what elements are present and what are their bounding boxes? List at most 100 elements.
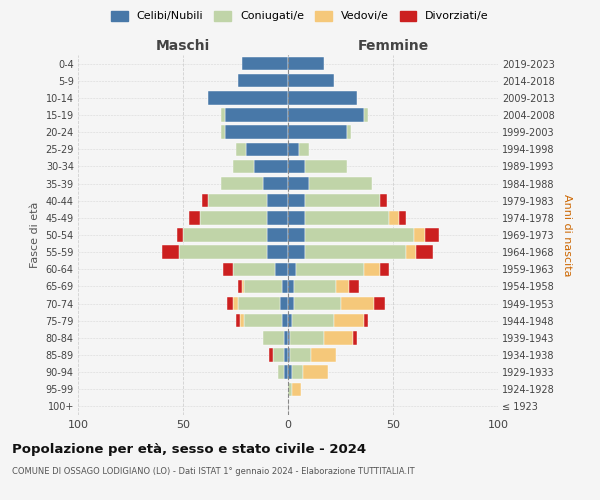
Bar xyxy=(288,314,292,328)
Bar xyxy=(288,142,299,156)
Bar xyxy=(400,211,406,224)
Bar xyxy=(267,194,288,207)
Bar xyxy=(282,280,288,293)
Bar xyxy=(324,331,353,344)
Bar xyxy=(242,280,244,293)
Bar xyxy=(353,331,358,344)
Bar xyxy=(414,228,425,241)
Bar xyxy=(380,262,389,276)
Bar xyxy=(380,194,387,207)
Bar xyxy=(284,348,288,362)
Bar xyxy=(254,160,288,173)
Bar xyxy=(176,228,183,241)
Bar xyxy=(221,108,225,122)
Bar xyxy=(288,126,347,139)
Text: Popolazione per età, sesso e stato civile - 2024: Popolazione per età, sesso e stato civil… xyxy=(12,442,366,456)
Bar xyxy=(334,314,364,328)
Bar xyxy=(225,108,288,122)
Text: COMUNE DI OSSAGO LODIGIANO (LO) - Dati ISTAT 1° gennaio 2024 - Elaborazione TUTT: COMUNE DI OSSAGO LODIGIANO (LO) - Dati I… xyxy=(12,468,415,476)
Bar xyxy=(282,314,288,328)
Bar xyxy=(349,280,359,293)
Bar xyxy=(267,246,288,259)
Bar xyxy=(296,262,364,276)
Bar xyxy=(364,314,368,328)
Bar xyxy=(288,366,292,379)
Bar xyxy=(374,297,385,310)
Bar xyxy=(288,211,305,224)
Bar xyxy=(337,280,349,293)
Bar xyxy=(305,211,389,224)
Bar xyxy=(290,348,311,362)
Bar xyxy=(305,228,414,241)
Bar xyxy=(311,348,337,362)
Bar xyxy=(233,297,238,310)
Bar xyxy=(233,262,275,276)
Bar xyxy=(341,297,374,310)
Bar xyxy=(288,280,295,293)
Bar xyxy=(233,160,254,173)
Bar xyxy=(288,262,296,276)
Bar xyxy=(309,177,372,190)
Bar xyxy=(292,314,334,328)
Bar xyxy=(288,297,295,310)
Bar xyxy=(221,177,263,190)
Bar xyxy=(277,366,284,379)
Bar xyxy=(244,280,282,293)
Bar xyxy=(290,331,324,344)
Bar xyxy=(364,108,368,122)
Bar xyxy=(200,211,267,224)
Text: Maschi: Maschi xyxy=(156,40,210,54)
Bar xyxy=(305,160,347,173)
Bar xyxy=(202,194,208,207)
Bar xyxy=(183,228,267,241)
Bar xyxy=(238,280,242,293)
Bar xyxy=(406,246,416,259)
Bar xyxy=(288,160,305,173)
Bar xyxy=(288,57,324,70)
Bar xyxy=(244,314,282,328)
Bar xyxy=(280,297,288,310)
Bar xyxy=(238,297,280,310)
Bar xyxy=(235,142,246,156)
Y-axis label: Anni di nascita: Anni di nascita xyxy=(562,194,572,276)
Bar xyxy=(389,211,400,224)
Bar xyxy=(223,262,233,276)
Bar xyxy=(179,246,267,259)
Bar xyxy=(288,91,358,104)
Bar xyxy=(267,228,288,241)
Bar xyxy=(269,348,274,362)
Bar xyxy=(288,74,334,88)
Bar xyxy=(288,194,305,207)
Bar xyxy=(162,246,179,259)
Bar xyxy=(295,297,341,310)
Bar xyxy=(305,246,406,259)
Bar xyxy=(221,126,225,139)
Bar xyxy=(295,280,337,293)
Bar xyxy=(190,211,200,224)
Bar xyxy=(303,366,328,379)
Bar xyxy=(288,177,309,190)
Bar xyxy=(288,246,305,259)
Bar xyxy=(246,142,288,156)
Legend: Celibi/Nubili, Coniugati/e, Vedovi/e, Divorziati/e: Celibi/Nubili, Coniugati/e, Vedovi/e, Di… xyxy=(111,10,489,22)
Bar xyxy=(242,57,288,70)
Bar xyxy=(238,74,288,88)
Bar xyxy=(288,108,364,122)
Bar xyxy=(305,194,380,207)
Bar xyxy=(288,228,305,241)
Bar xyxy=(416,246,433,259)
Bar xyxy=(347,126,351,139)
Bar xyxy=(267,211,288,224)
Bar xyxy=(292,382,301,396)
Bar xyxy=(425,228,439,241)
Bar xyxy=(225,126,288,139)
Bar xyxy=(240,314,244,328)
Bar xyxy=(263,331,284,344)
Bar xyxy=(274,348,284,362)
Bar xyxy=(292,366,303,379)
Y-axis label: Fasce di età: Fasce di età xyxy=(30,202,40,268)
Bar xyxy=(299,142,309,156)
Text: Femmine: Femmine xyxy=(358,40,428,54)
Bar xyxy=(288,382,292,396)
Bar xyxy=(208,91,288,104)
